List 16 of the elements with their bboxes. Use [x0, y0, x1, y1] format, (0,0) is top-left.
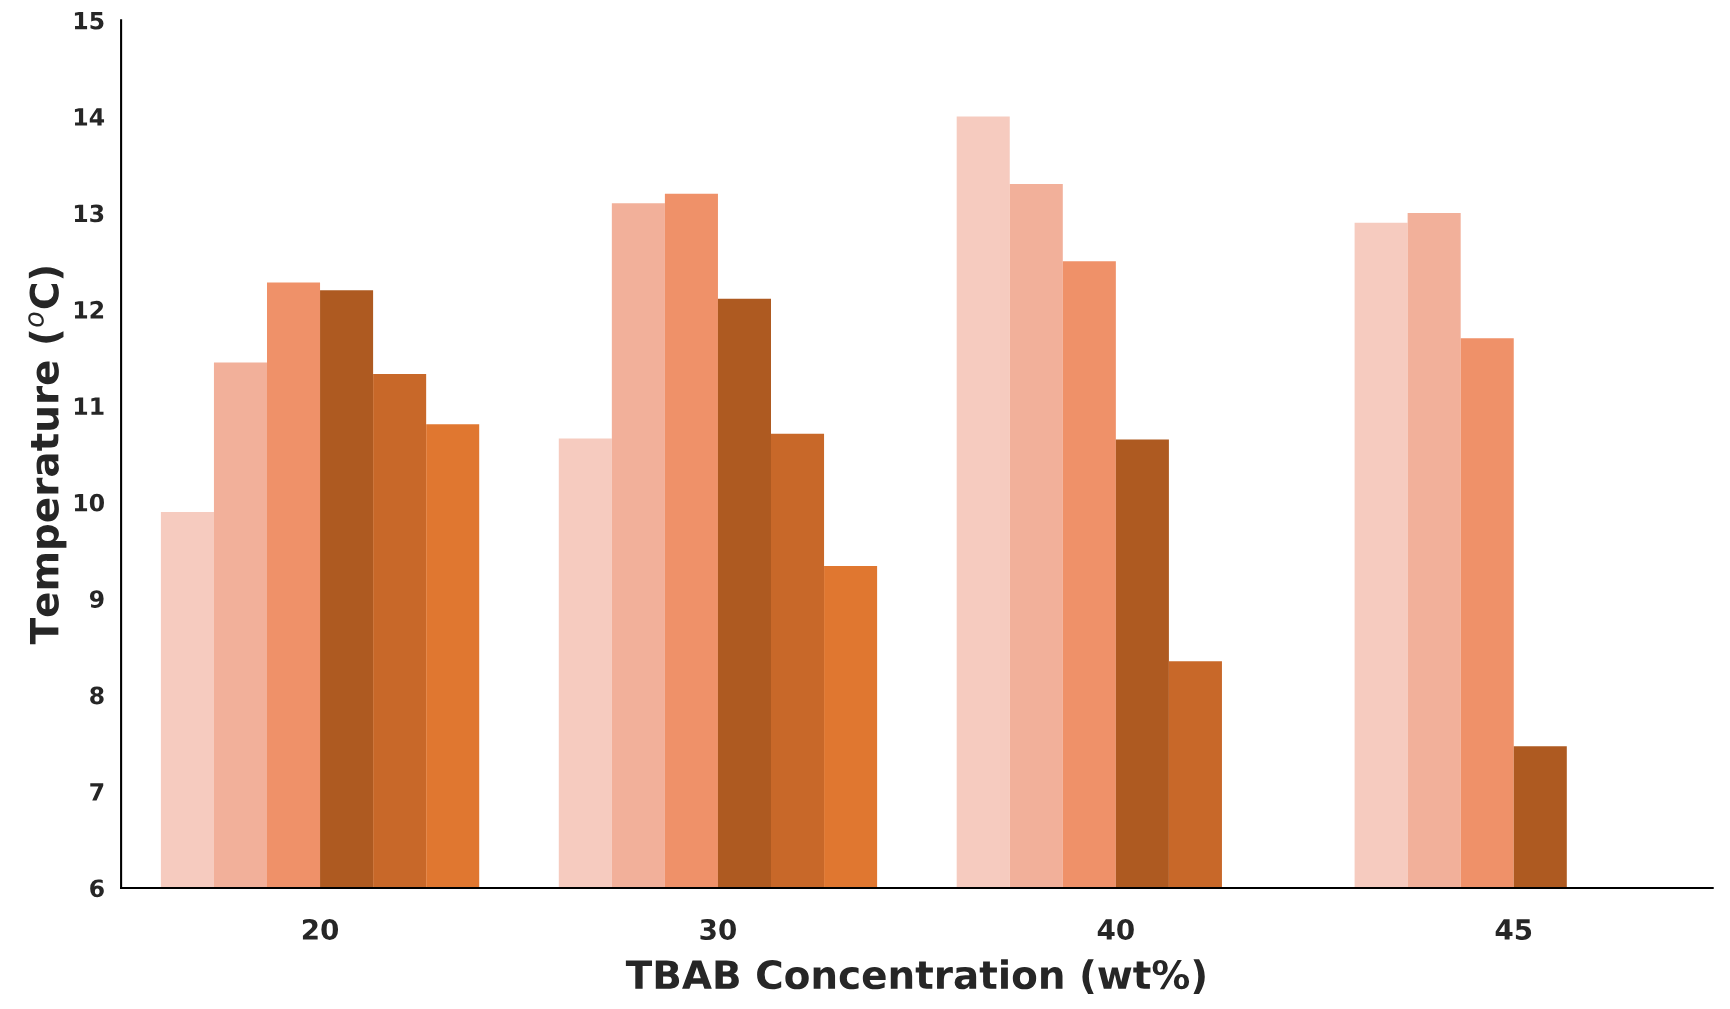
- y-tick-label: 15: [74, 11, 104, 30]
- y-tick-label: 12: [74, 300, 104, 319]
- x-tick-label: 45: [1495, 919, 1532, 940]
- y-tick-label: 8: [90, 686, 104, 705]
- y-tick-label: 14: [74, 108, 105, 126]
- y-tick-label: 11: [74, 397, 104, 415]
- x-tick-label: 40: [1097, 918, 1134, 940]
- y-tick-label: 13: [74, 204, 104, 223]
- y-tick-label: 7: [90, 783, 104, 801]
- y-tick-label: 9: [89, 590, 104, 608]
- y-tick-label: 10: [74, 493, 104, 512]
- y-tick-label: 6: [90, 879, 104, 898]
- x-tick-label: 20: [302, 918, 339, 940]
- y-axis-title: Temperature ($^{o}$C): [28, 267, 67, 645]
- x-tick-label: 30: [700, 918, 736, 940]
- x-axis-title: TBAB Concentration (wt%): [625, 959, 1205, 994]
